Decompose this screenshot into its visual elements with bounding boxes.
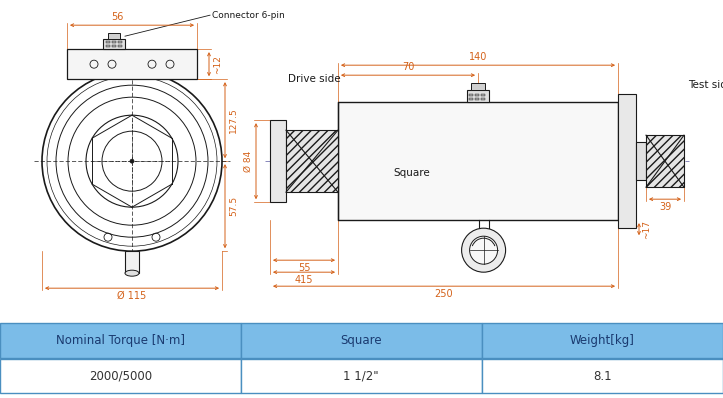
Bar <box>125 251 139 273</box>
Text: ~17: ~17 <box>642 220 651 239</box>
Text: Square: Square <box>341 334 382 347</box>
Text: 57.5: 57.5 <box>229 196 238 216</box>
Bar <box>469 94 473 96</box>
Bar <box>618 94 636 228</box>
Bar <box>0 359 241 393</box>
Text: 55: 55 <box>298 263 310 273</box>
Bar <box>338 102 618 220</box>
Text: 415: 415 <box>295 275 313 285</box>
Bar <box>270 120 286 202</box>
Bar <box>475 94 479 96</box>
Bar <box>646 135 684 187</box>
Bar <box>241 324 482 358</box>
Text: Weight[kg]: Weight[kg] <box>570 334 635 347</box>
Bar <box>118 45 122 47</box>
Bar <box>108 33 120 39</box>
Bar <box>106 45 110 47</box>
Text: 140: 140 <box>469 52 487 62</box>
Text: 56: 56 <box>111 12 123 22</box>
Text: 127.5: 127.5 <box>229 107 238 133</box>
Bar <box>112 45 116 47</box>
Bar <box>636 142 646 180</box>
Bar <box>106 41 110 43</box>
Text: Ø 115: Ø 115 <box>117 291 147 301</box>
Bar <box>103 39 125 49</box>
Bar <box>481 94 485 96</box>
Text: Connector 6-pin: Connector 6-pin <box>212 11 285 20</box>
Ellipse shape <box>125 270 139 276</box>
Bar <box>481 98 485 100</box>
Bar <box>467 90 489 102</box>
Circle shape <box>461 228 505 272</box>
Bar <box>471 83 485 90</box>
Text: 2000/5000: 2000/5000 <box>89 370 152 383</box>
Text: Nominal Torque [N·m]: Nominal Torque [N·m] <box>56 334 185 347</box>
Text: Ø 60: Ø 60 <box>631 150 640 172</box>
Bar <box>0 324 241 358</box>
Text: Drive side: Drive side <box>288 74 341 84</box>
Text: Ø 84: Ø 84 <box>244 150 253 172</box>
Circle shape <box>130 159 134 163</box>
Bar <box>646 135 684 187</box>
Text: 250: 250 <box>435 289 453 299</box>
Text: 70: 70 <box>402 62 414 72</box>
Bar <box>286 130 338 192</box>
Text: Square: Square <box>644 143 681 153</box>
Bar <box>241 359 482 393</box>
Bar <box>286 130 338 192</box>
Text: 8.1: 8.1 <box>593 370 612 383</box>
Bar <box>482 324 723 358</box>
Text: 1 1/2": 1 1/2" <box>343 370 379 383</box>
Text: 39: 39 <box>659 202 671 212</box>
Bar <box>67 49 197 79</box>
Text: Test side: Test side <box>688 80 723 90</box>
Text: ~12: ~12 <box>213 55 222 74</box>
Bar <box>112 41 116 43</box>
Bar <box>118 41 122 43</box>
Bar <box>482 359 723 393</box>
Circle shape <box>470 236 497 264</box>
Text: Square: Square <box>393 168 429 178</box>
Bar <box>475 98 479 100</box>
Bar <box>469 98 473 100</box>
